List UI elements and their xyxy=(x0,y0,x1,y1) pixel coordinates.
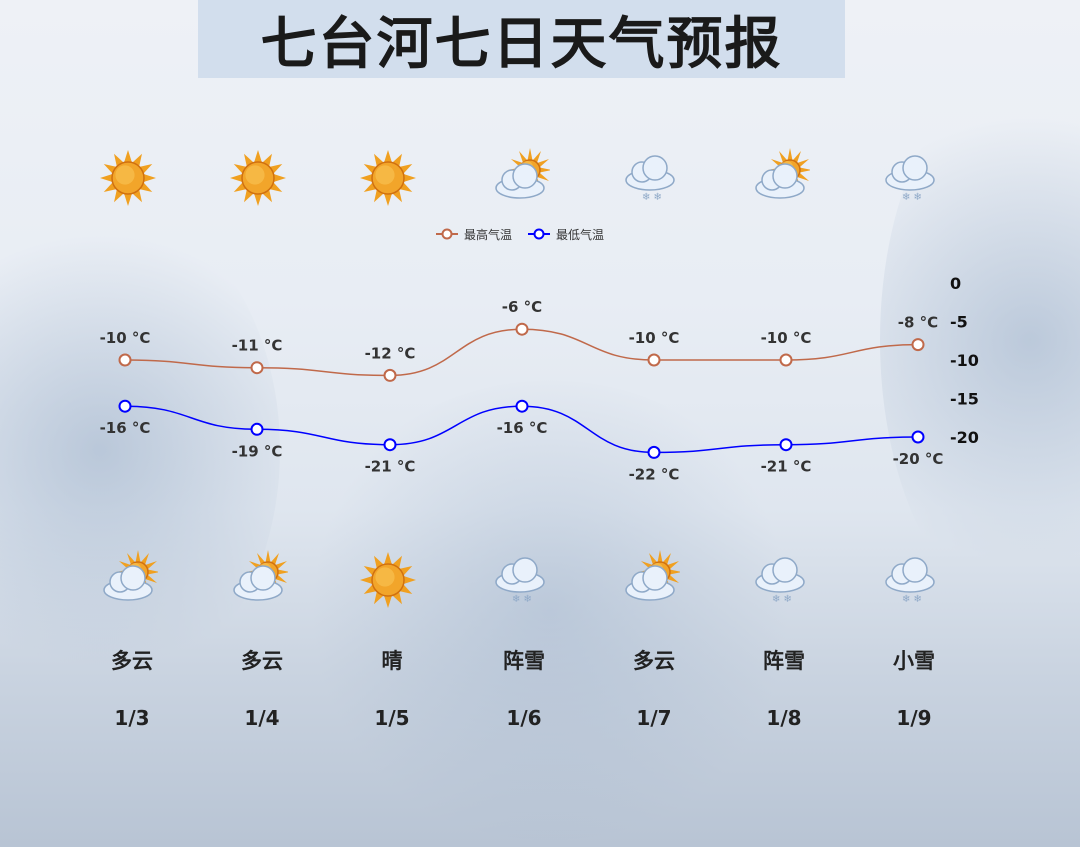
data-point xyxy=(250,422,264,436)
svg-text:❄ ❄: ❄ ❄ xyxy=(642,192,662,203)
data-point xyxy=(515,322,529,336)
partly-cloudy-icon xyxy=(228,550,290,610)
svg-text:❄ ❄: ❄ ❄ xyxy=(512,594,532,605)
weather-condition: 小雪 xyxy=(893,649,935,673)
svg-text:❄ ❄: ❄ ❄ xyxy=(902,192,922,203)
svg-text:❄ ❄: ❄ ❄ xyxy=(772,594,792,605)
legend-marker xyxy=(441,228,453,240)
y-tick-label: -20 xyxy=(950,428,979,447)
y-tick-label: 0 xyxy=(950,274,961,293)
data-label: -10 °C xyxy=(100,329,151,347)
weather-condition: 多云 xyxy=(241,649,283,673)
sun-icon xyxy=(358,550,418,610)
data-label: -22 °C xyxy=(629,465,680,483)
data-label: -16 °C xyxy=(497,419,548,437)
data-label: -21 °C xyxy=(761,458,812,476)
legend-marker xyxy=(533,228,545,240)
snow-cloud-icon: ❄ ❄ xyxy=(490,550,550,610)
y-tick-label: -15 xyxy=(950,390,979,409)
forecast-date: 1/9 xyxy=(896,706,932,730)
partly-cloudy-icon xyxy=(750,148,812,208)
data-point xyxy=(647,353,661,367)
data-label: -11 °C xyxy=(232,337,283,355)
data-point xyxy=(118,353,132,367)
snow-cloud-icon: ❄ ❄ xyxy=(880,148,940,208)
data-point xyxy=(250,361,264,375)
snow-cloud-icon: ❄ ❄ xyxy=(880,550,940,610)
data-point xyxy=(911,338,925,352)
data-point xyxy=(911,430,925,444)
data-point xyxy=(779,438,793,452)
data-label: -10 °C xyxy=(761,329,812,347)
data-label: -16 °C xyxy=(100,419,151,437)
data-label: -8 °C xyxy=(898,314,938,332)
forecast-date: 1/3 xyxy=(114,706,150,730)
data-point xyxy=(383,368,397,382)
y-tick-label: -10 xyxy=(950,351,979,370)
data-label: -21 °C xyxy=(365,458,416,476)
forecast-date: 1/7 xyxy=(636,706,672,730)
page-title: 七台河七日天气预报 xyxy=(198,0,845,78)
partly-cloudy-icon xyxy=(490,148,552,208)
sun-icon xyxy=(98,148,158,208)
temperature-chart: 0 -5 -10 -15 -20 最高气温 最低气温 -10 °C -11 °C -12 °C -6… xyxy=(100,227,979,483)
sun-icon xyxy=(228,148,288,208)
partly-cloudy-icon xyxy=(98,550,160,610)
partly-cloudy-icon xyxy=(620,550,682,610)
snow-cloud-icon: ❄ ❄ xyxy=(750,550,810,610)
data-label: -12 °C xyxy=(365,344,416,362)
data-point xyxy=(118,399,132,413)
data-point xyxy=(647,445,661,459)
forecast-date: 1/6 xyxy=(506,706,542,730)
weather-condition: 阵雪 xyxy=(503,649,545,673)
weather-condition: 晴 xyxy=(381,649,403,673)
weather-condition: 多云 xyxy=(111,649,153,673)
forecast-date: 1/5 xyxy=(374,706,410,730)
data-label: -20 °C xyxy=(893,450,944,468)
forecast-date: 1/8 xyxy=(766,706,802,730)
y-tick-label: -5 xyxy=(950,313,968,332)
sun-icon xyxy=(358,148,418,208)
weather-condition: 多云 xyxy=(633,649,675,673)
data-point xyxy=(383,438,397,452)
legend-label: 最高气温 xyxy=(464,227,512,242)
data-label: -6 °C xyxy=(502,298,542,316)
data-label: -19 °C xyxy=(232,442,283,460)
data-label: -10 °C xyxy=(629,329,680,347)
legend-label: 最低气温 xyxy=(556,227,604,242)
data-point xyxy=(779,353,793,367)
data-point xyxy=(515,399,529,413)
forecast-date: 1/4 xyxy=(244,706,280,730)
snow-cloud-icon: ❄ ❄ xyxy=(620,148,680,208)
weather-condition: 阵雪 xyxy=(763,649,805,673)
svg-text:❄ ❄: ❄ ❄ xyxy=(902,594,922,605)
